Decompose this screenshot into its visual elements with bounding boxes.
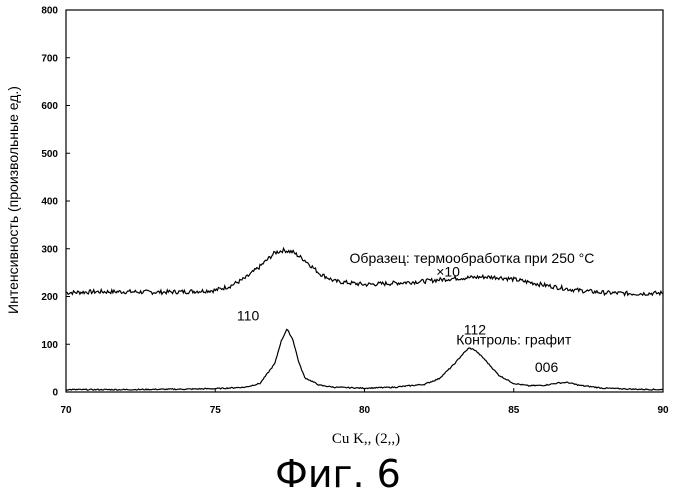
y-tick-label: 600	[41, 101, 58, 112]
x-tick-label: 75	[210, 405, 222, 416]
y-axis-label: Интенсивность (произвольные ед.)	[5, 86, 21, 314]
annotation-label: 006	[535, 359, 559, 375]
x-tick-label: 80	[359, 405, 371, 416]
figure-caption: Фиг. 6	[275, 452, 401, 496]
x-tick-label: 85	[508, 405, 520, 416]
x-tick-label: 70	[60, 405, 72, 416]
y-tick-label: 200	[41, 292, 58, 303]
y-tick-label: 100	[41, 340, 58, 351]
x-tick-label: 90	[657, 405, 669, 416]
y-tick-label: 300	[41, 244, 58, 255]
y-tick-label: 700	[41, 53, 58, 64]
y-tick-label: 800	[41, 6, 58, 17]
annotation-layer: Образец: термообработка при 250 °С×10 110…	[237, 250, 594, 375]
series-layer	[66, 248, 663, 390]
annotation-label: ×10	[436, 263, 460, 279]
series-line-2	[66, 329, 663, 390]
plot-frame	[66, 10, 663, 392]
y-tick-label: 0	[52, 388, 58, 399]
x-axis-label: Cu K,, (2,,)	[332, 431, 400, 447]
plot-area	[66, 10, 663, 392]
annotation-label: Контроль: графит	[456, 331, 572, 347]
y-tick-label: 500	[41, 149, 58, 160]
y-tick-label: 400	[41, 197, 58, 208]
annotation-label: 110	[237, 307, 260, 323]
annotation-label: Образец: термообработка при 250 °С	[350, 250, 595, 266]
